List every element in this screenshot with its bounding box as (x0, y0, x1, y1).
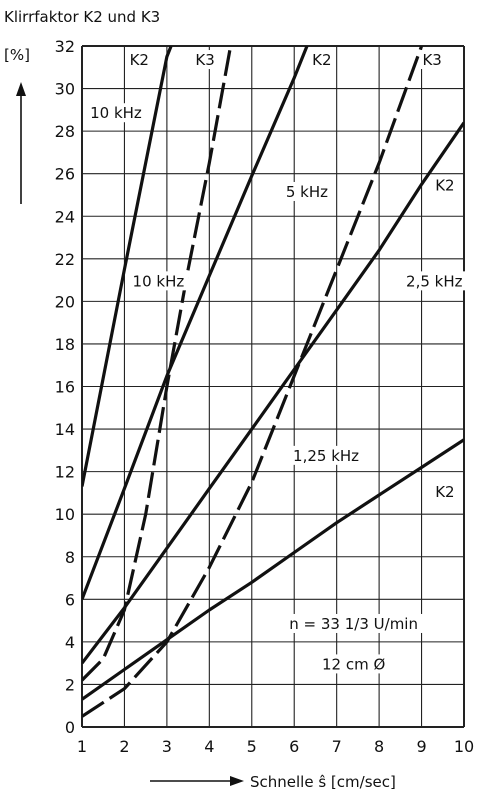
x-tick-label: 8 (374, 737, 384, 756)
x-tick-label: 9 (416, 737, 426, 756)
annotation-label: n = 33 1/3 U/min (289, 615, 418, 633)
series-line-3 (82, 46, 309, 600)
x-axis-label: Schnelle ŝ [cm/sec] (250, 773, 396, 791)
x-tick-label: 5 (247, 737, 257, 756)
annotation-bg (420, 50, 445, 70)
y-tick-label: 12 (55, 463, 75, 482)
series-line-2 (82, 46, 233, 682)
series-line-5 (82, 121, 464, 665)
annotation-label: K3 (422, 51, 441, 69)
y-tick-label: 30 (55, 80, 75, 99)
y-tick-label: 8 (65, 548, 75, 567)
x-tick-label: 2 (119, 737, 129, 756)
chart-title: Klirrfaktor K2 und K3 (4, 8, 160, 26)
y-tick-label: 24 (55, 207, 75, 226)
annotation-label: K2 (435, 483, 454, 501)
annotation-label: 12 cm Ø (322, 655, 385, 673)
y-tick-label: 28 (55, 122, 75, 141)
annotation-label: 1,25 kHz (293, 447, 359, 465)
annotation-label: 5 kHz (286, 183, 328, 201)
x-tick-label: 10 (454, 737, 474, 756)
y-tick-label: 6 (65, 590, 75, 609)
annotation-bg (128, 271, 189, 291)
y-tick-label: 16 (55, 378, 75, 397)
x-tick-label: 3 (162, 737, 172, 756)
annotation-bg (127, 50, 152, 70)
x-axis-arrow (150, 776, 244, 786)
annotation-bg (399, 271, 469, 291)
y-tick-label: 20 (55, 292, 75, 311)
x-tick-label: 6 (289, 737, 299, 756)
annotation-label: 10 kHz (133, 272, 185, 290)
y-tick-label: 0 (65, 718, 75, 737)
annotation-label: 2,5 kHz (406, 272, 463, 290)
annotation-bg (432, 175, 457, 195)
annotation-bg (193, 50, 218, 70)
annotation-bg (278, 613, 429, 633)
y-tick-label: 22 (55, 250, 75, 269)
annotation-label: K3 (195, 51, 214, 69)
x-tick-label: 7 (332, 737, 342, 756)
annotations: K2 K3 K2 K3 10 kHz 10 kHz 5 kHz K2 2,5 kHz 1,25 k… (85, 50, 469, 674)
y-tick-label: 18 (55, 335, 75, 354)
x-tick-label: 1 (77, 737, 87, 756)
annotation-bg (309, 50, 334, 70)
annotation-bg (432, 482, 457, 502)
y-axis-label: [%] (4, 46, 30, 64)
series-line-6 (82, 438, 464, 701)
annotation-bg (85, 103, 146, 123)
annotation-label: 10 kHz (90, 104, 142, 122)
annotation-label: K2 (130, 51, 149, 69)
annotation-label: K2 (312, 51, 331, 69)
y-tick-label: 4 (65, 633, 75, 652)
y-tick-label: 26 (55, 165, 75, 184)
y-axis-arrow (16, 82, 26, 204)
y-tick-label: 10 (55, 505, 75, 524)
series-line-1 (82, 46, 173, 487)
annotation-label: K2 (435, 177, 454, 195)
y-tick-label: 2 (65, 675, 75, 694)
series-line-4 (82, 46, 424, 718)
annotation-bg (319, 654, 389, 674)
annotation-bg (281, 181, 333, 201)
y-tick-label: 32 (55, 37, 75, 56)
y-tick-label: 14 (55, 420, 75, 439)
x-tick-label: 4 (204, 737, 214, 756)
annotation-bg (287, 445, 366, 465)
series-layer (82, 46, 464, 718)
